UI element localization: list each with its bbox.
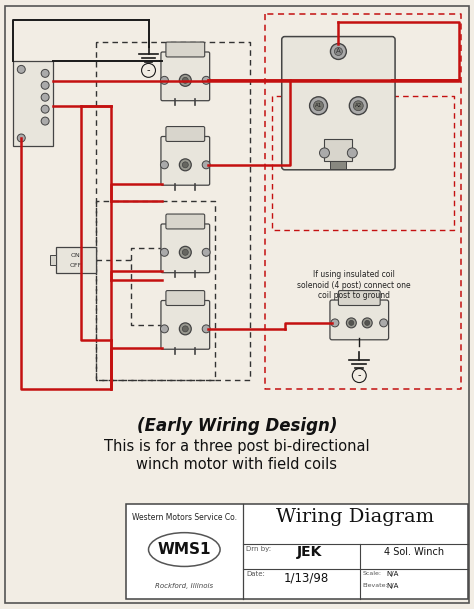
Circle shape — [202, 76, 210, 84]
Circle shape — [365, 320, 370, 325]
Circle shape — [319, 148, 329, 158]
Circle shape — [362, 318, 372, 328]
Text: Elevate:: Elevate: — [363, 583, 388, 588]
Circle shape — [331, 319, 339, 327]
Circle shape — [182, 77, 188, 83]
Text: N/A: N/A — [387, 583, 399, 589]
Circle shape — [313, 100, 323, 111]
Text: N/A: N/A — [387, 571, 399, 577]
Circle shape — [17, 65, 25, 73]
Circle shape — [179, 323, 191, 335]
Circle shape — [179, 74, 191, 86]
Circle shape — [202, 248, 210, 256]
Text: JEK: JEK — [297, 545, 322, 559]
Text: A1: A1 — [315, 104, 322, 108]
Circle shape — [41, 69, 49, 77]
Text: Wiring Diagram: Wiring Diagram — [276, 508, 434, 526]
Bar — [50, 255, 56, 266]
Circle shape — [347, 148, 357, 158]
Circle shape — [161, 161, 168, 169]
FancyBboxPatch shape — [161, 300, 210, 349]
Text: ON: ON — [71, 253, 81, 258]
Circle shape — [161, 325, 168, 333]
Text: WMS1: WMS1 — [157, 542, 211, 557]
Circle shape — [182, 249, 188, 255]
Text: -: - — [357, 371, 361, 381]
Circle shape — [349, 97, 367, 114]
Text: Scale:: Scale: — [363, 571, 382, 576]
Bar — [325, 139, 352, 161]
Bar — [13, 62, 53, 146]
Text: winch motor with field coils: winch motor with field coils — [137, 457, 337, 472]
Text: Western Motors Service Co.: Western Motors Service Co. — [132, 513, 237, 522]
FancyBboxPatch shape — [338, 290, 380, 306]
Text: Drn by:: Drn by: — [246, 546, 271, 552]
Text: (Early Wiring Design): (Early Wiring Design) — [137, 417, 337, 435]
Ellipse shape — [148, 533, 220, 566]
Circle shape — [335, 48, 342, 55]
Text: This is for a three post bi-directional: This is for a three post bi-directional — [104, 439, 370, 454]
Circle shape — [179, 247, 191, 258]
Circle shape — [202, 325, 210, 333]
Circle shape — [182, 162, 188, 168]
Circle shape — [17, 134, 25, 142]
Text: OFF: OFF — [70, 262, 82, 268]
FancyBboxPatch shape — [161, 52, 210, 100]
Text: A: A — [336, 49, 341, 54]
Circle shape — [346, 318, 356, 328]
FancyBboxPatch shape — [166, 127, 205, 141]
FancyBboxPatch shape — [161, 224, 210, 273]
Circle shape — [41, 105, 49, 113]
Circle shape — [353, 100, 363, 111]
Circle shape — [310, 97, 328, 114]
Text: 1/13/98: 1/13/98 — [284, 572, 329, 585]
Circle shape — [161, 76, 168, 84]
Text: If using insulated coil
solenoid (4 post) connect one
coil post to ground: If using insulated coil solenoid (4 post… — [298, 270, 411, 300]
Circle shape — [41, 117, 49, 125]
Circle shape — [182, 326, 188, 332]
Bar — [56, 247, 96, 273]
Circle shape — [349, 320, 354, 325]
FancyBboxPatch shape — [330, 300, 389, 340]
Bar — [330, 161, 346, 169]
Circle shape — [179, 159, 191, 171]
Circle shape — [41, 82, 49, 90]
Circle shape — [380, 319, 388, 327]
FancyBboxPatch shape — [161, 136, 210, 185]
Circle shape — [41, 93, 49, 101]
Text: -: - — [147, 65, 150, 76]
FancyBboxPatch shape — [166, 214, 205, 229]
FancyBboxPatch shape — [166, 42, 205, 57]
Bar — [126, 504, 468, 599]
Text: Date:: Date: — [246, 571, 265, 577]
Circle shape — [161, 248, 168, 256]
Circle shape — [202, 161, 210, 169]
Text: A2: A2 — [355, 104, 362, 108]
Text: Rockford, Illinois: Rockford, Illinois — [155, 583, 213, 590]
FancyBboxPatch shape — [282, 37, 395, 170]
FancyBboxPatch shape — [166, 290, 205, 306]
Text: 4 Sol. Winch: 4 Sol. Winch — [383, 547, 444, 557]
Circle shape — [330, 43, 346, 60]
